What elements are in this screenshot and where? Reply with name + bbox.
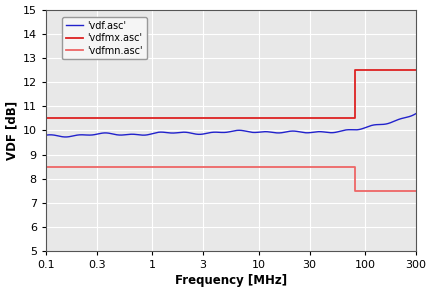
'vdfmx.asc' (413, 68, 419, 72)
'vdfmn.asc' (352, 189, 357, 193)
'vdfmx.asc' (43, 117, 48, 120)
Line: 'vdf.asc': 'vdf.asc' (46, 114, 416, 137)
Line: 'vdfmx.asc': 'vdfmx.asc' (46, 70, 416, 118)
'vdf.asc' (63, 135, 68, 139)
'vdf.asc' (413, 112, 419, 115)
'vdfmx.asc' (352, 68, 357, 72)
'vdfmn.asc' (352, 165, 357, 168)
'vdfmn.asc' (413, 189, 419, 193)
'vdf.asc' (204, 132, 209, 135)
'vdf.asc' (168, 131, 174, 135)
Y-axis label: VDF [dB]: VDF [dB] (6, 101, 19, 160)
'vdf.asc' (246, 130, 251, 134)
'vdf.asc' (93, 133, 98, 136)
'vdf.asc' (43, 133, 48, 137)
'vdf.asc' (238, 129, 243, 132)
'vdfmn.asc' (43, 165, 48, 168)
Legend: 'vdf.asc', 'vdfmx.asc', 'vdfmn.asc': 'vdf.asc', 'vdfmx.asc', 'vdfmn.asc' (62, 17, 146, 59)
'vdf.asc' (106, 131, 111, 135)
Line: 'vdfmn.asc': 'vdfmn.asc' (46, 167, 416, 191)
'vdfmx.asc' (352, 117, 357, 120)
X-axis label: Frequency [MHz]: Frequency [MHz] (175, 275, 287, 287)
